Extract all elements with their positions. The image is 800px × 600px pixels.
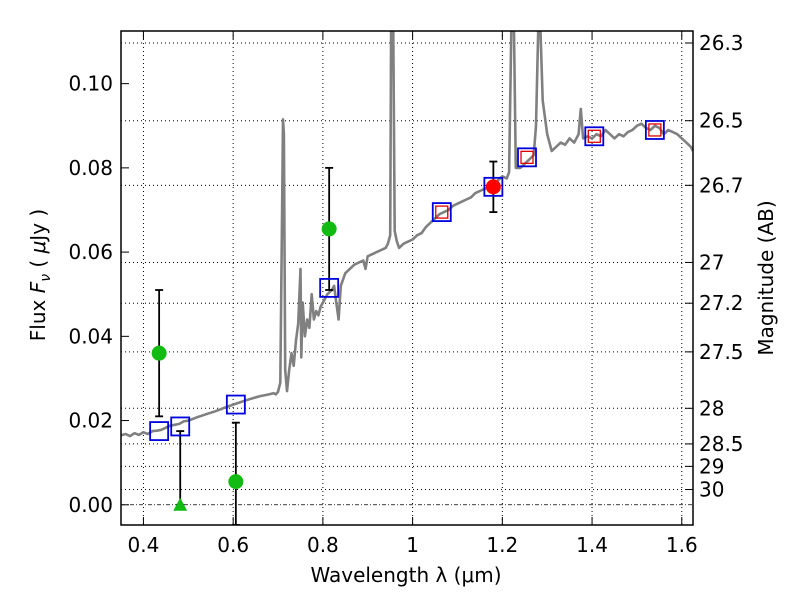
model-photometry-marker (644, 120, 665, 140)
x-tick-label: 1.4 (576, 533, 608, 557)
magnitude-tick-label: 29 (699, 454, 724, 478)
model-photometry-marker (149, 421, 170, 441)
upper-limit-marker (173, 497, 188, 511)
x-tick-label: 1 (406, 533, 419, 557)
model-photometry-marker (225, 394, 246, 415)
grid (121, 31, 693, 525)
detection-point (228, 474, 244, 490)
spectrum-line (121, 31, 693, 438)
model-photometry-marker (517, 147, 537, 168)
y-tick-label: 0.00 (68, 493, 113, 517)
plot-area (121, 31, 693, 525)
x-tick-label: 1.2 (486, 533, 518, 557)
y-tick-label: 0.08 (68, 156, 113, 180)
magnitude-tick-label: 27.2 (699, 291, 744, 315)
red-detection-point (485, 179, 501, 195)
model-photometry-marker (584, 126, 605, 147)
detection-point (151, 345, 167, 361)
detection-point (321, 221, 337, 237)
axes: 0.4 0.6 0.8 1 1.2 1.4 1.6 0.00 0.02 0.04 0.06 0.08 0… (68, 30, 744, 557)
y-axis-label: Flux Fν ( μJy ) (26, 209, 54, 341)
y-tick-label: 0.06 (68, 240, 113, 264)
x-axis-label: Wavelength λ (μm) (310, 563, 501, 587)
observed-photometry-marker (587, 129, 601, 143)
y-tick-label: 0.02 (68, 409, 113, 433)
observed-photometry-marker (435, 205, 449, 219)
magnitude-tick-label: 27 (699, 250, 724, 274)
magnitude-axis-label: Magnitude (AB) (754, 200, 778, 355)
magnitude-tick-label: 26.7 (699, 173, 744, 197)
y-tick-label: 0.04 (68, 324, 113, 348)
magnitude-tick-label: 26.3 (699, 31, 744, 55)
model-photometry-marker (319, 277, 340, 298)
x-tick-label: 0.4 (128, 533, 160, 557)
model-photometry-marker (170, 416, 191, 437)
model-photometry-marker (431, 202, 452, 222)
magnitude-tick-label: 28 (699, 396, 724, 420)
x-tick-label: 0.8 (307, 533, 339, 557)
magnitude-tick-label: 26.5 (699, 109, 744, 133)
model-photometry-marker (483, 176, 504, 197)
observed-photometry-marker (648, 123, 662, 137)
y-tick-label: 0.10 (68, 72, 113, 96)
magnitude-tick-label: 30 (699, 477, 724, 501)
magnitude-tick-label: 28.5 (699, 432, 744, 456)
x-tick-label: 1.6 (666, 533, 698, 557)
x-tick-label: 0.6 (217, 533, 249, 557)
observed-photometry-marker (520, 150, 534, 164)
magnitude-tick-label: 27.5 (699, 340, 744, 364)
plot-frame (120, 30, 694, 526)
